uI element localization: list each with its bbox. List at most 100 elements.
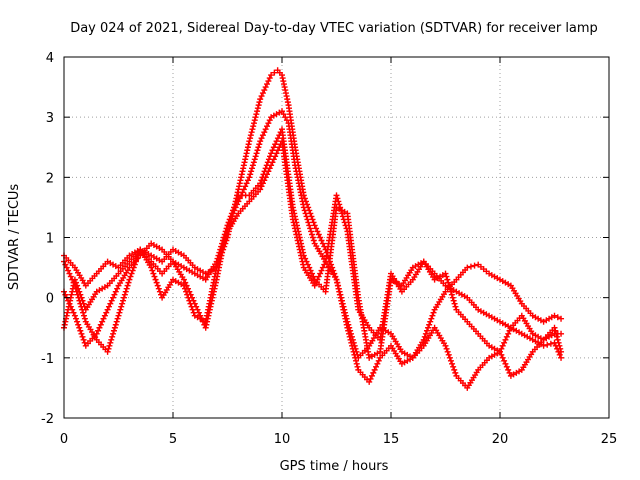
trace-marker xyxy=(426,321,433,328)
trace-marker xyxy=(135,252,142,259)
trace-marker xyxy=(446,282,453,289)
trace-marker xyxy=(310,219,317,226)
trace-marker xyxy=(368,372,375,379)
data-point xyxy=(104,348,111,355)
trace-marker xyxy=(78,303,85,310)
trace-marker xyxy=(250,120,257,127)
trace-marker xyxy=(80,309,87,316)
trace-marker xyxy=(269,159,276,166)
data-point xyxy=(213,264,220,271)
trace-marker xyxy=(258,93,265,100)
trace-marker xyxy=(234,195,241,202)
trace-marker xyxy=(423,327,430,334)
trace-marker xyxy=(106,342,113,349)
trace-marker xyxy=(121,291,128,298)
data-point xyxy=(333,192,340,199)
x-tick-label: 0 xyxy=(60,432,68,447)
trace-marker xyxy=(109,333,116,340)
trace-marker xyxy=(69,306,76,313)
trace-marker xyxy=(62,291,69,298)
y-tick-label: -1 xyxy=(41,352,54,367)
trace-marker xyxy=(190,309,197,316)
trace-marker xyxy=(74,318,81,325)
trace-marker xyxy=(308,228,315,235)
trace-marker xyxy=(244,177,251,184)
trace-marker xyxy=(118,303,125,310)
trace-marker xyxy=(223,231,230,238)
trace-marker xyxy=(449,294,456,301)
trace-marker xyxy=(247,132,254,139)
trace-marker xyxy=(110,330,117,337)
trace-marker xyxy=(250,159,257,166)
trace-marker xyxy=(99,318,106,325)
trace-marker xyxy=(258,135,265,142)
trace-marker xyxy=(447,357,454,364)
trace-marker xyxy=(249,165,256,172)
trace-marker xyxy=(319,240,326,247)
trace-marker xyxy=(247,171,254,178)
trace-marker xyxy=(242,183,249,190)
trace-marker xyxy=(272,141,279,148)
trace-marker xyxy=(79,333,86,340)
trace-marker xyxy=(342,222,349,229)
trace-marker xyxy=(556,342,563,349)
trace-marker xyxy=(103,309,110,316)
chart-title: Day 024 of 2021, Sidereal Day-to-day VTE… xyxy=(70,21,598,36)
trace-marker xyxy=(253,150,260,157)
trace-marker xyxy=(340,216,347,223)
data-point xyxy=(558,354,565,361)
data-point xyxy=(279,108,285,115)
trace-marker xyxy=(214,261,221,268)
trace-marker xyxy=(228,210,235,217)
trace-marker xyxy=(346,333,353,340)
trace-marker xyxy=(219,246,226,253)
trace-marker xyxy=(232,201,239,208)
trace-marker xyxy=(107,300,114,307)
trace-marker xyxy=(254,105,261,112)
trace-marker xyxy=(449,360,456,367)
trace-marker xyxy=(505,366,512,373)
trace-marker xyxy=(303,213,310,220)
trace-marker xyxy=(282,114,289,121)
trace-marker xyxy=(273,138,280,145)
trace-marker xyxy=(430,309,437,316)
data-point xyxy=(300,204,307,211)
trace-marker xyxy=(444,348,451,355)
trace-marker xyxy=(256,141,263,148)
trace-marker xyxy=(183,288,190,295)
trace-marker xyxy=(345,330,352,337)
trace-marker xyxy=(227,213,234,220)
trace-marker xyxy=(309,216,316,223)
trace-marker xyxy=(370,369,377,376)
trace-marker xyxy=(349,342,356,349)
data-point xyxy=(268,72,275,79)
trace-marker xyxy=(67,303,74,310)
trace-marker xyxy=(264,171,271,178)
trace-marker xyxy=(108,297,115,304)
trace-marker xyxy=(120,297,127,304)
trace-marker xyxy=(335,198,342,205)
trace-marker xyxy=(266,75,273,82)
trace-marker xyxy=(77,327,84,334)
trace-marker xyxy=(186,297,193,304)
trace-marker xyxy=(114,315,121,322)
trace-marker xyxy=(240,186,247,193)
trace-marker xyxy=(280,111,287,118)
trace-marker xyxy=(116,309,123,316)
trace-marker xyxy=(367,375,374,382)
trace-marker xyxy=(188,303,195,310)
trace-marker xyxy=(80,336,87,343)
trace-marker xyxy=(74,291,81,298)
trace-marker xyxy=(125,279,132,286)
trace-marker xyxy=(274,147,281,154)
trace-marker xyxy=(195,309,202,316)
x-tick-label: 10 xyxy=(274,432,291,447)
data-point xyxy=(257,186,264,193)
data-point xyxy=(180,276,187,283)
data-point xyxy=(442,270,449,277)
trace-marker xyxy=(336,201,343,208)
trace-marker xyxy=(261,87,268,94)
trace-marker xyxy=(185,294,192,301)
trace-marker xyxy=(557,345,564,352)
trace-marker xyxy=(152,276,159,283)
